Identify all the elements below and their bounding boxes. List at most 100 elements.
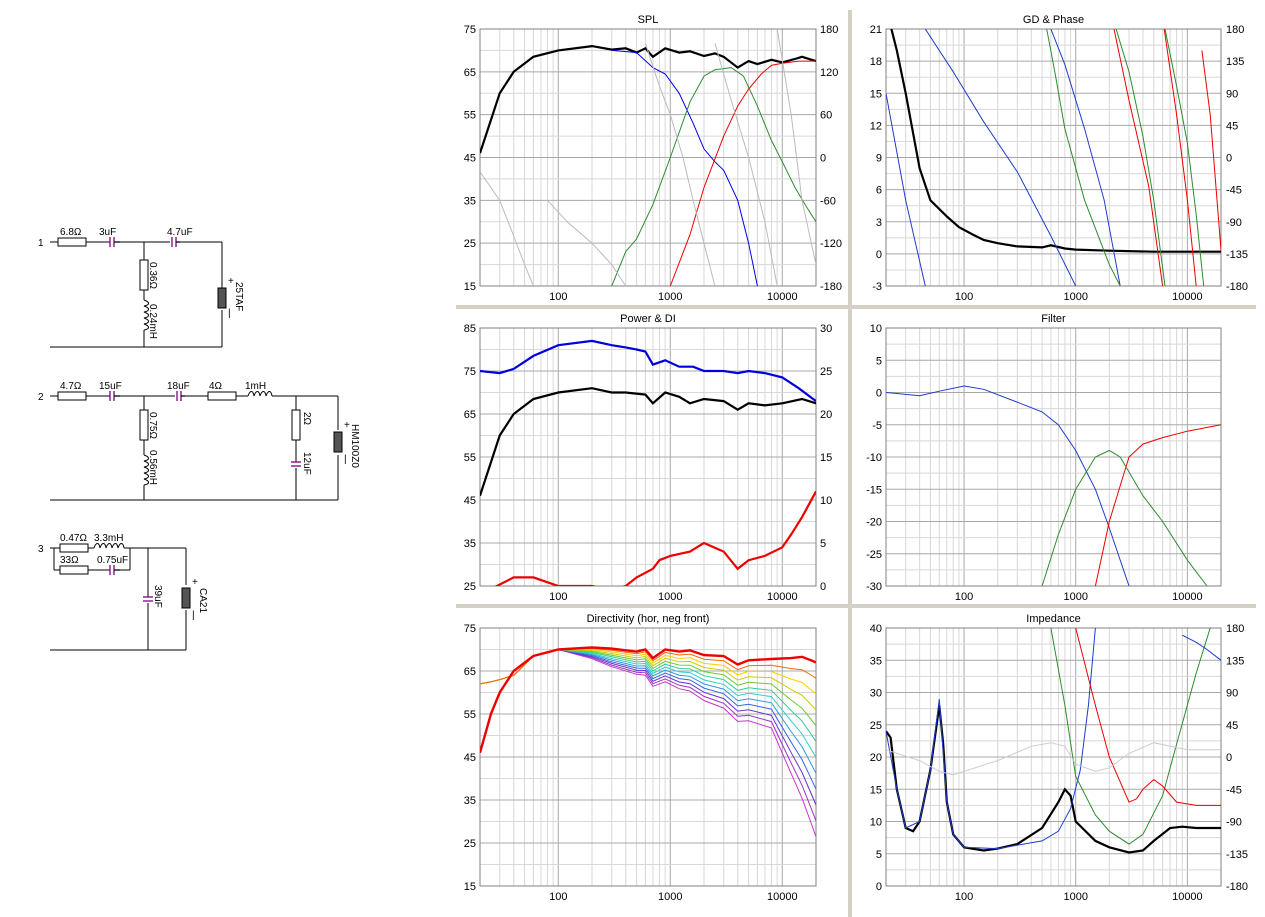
x-tick-label: 10000	[767, 291, 798, 303]
svg-text:+: +	[228, 276, 234, 287]
y-tick-label: 75	[464, 24, 476, 36]
y-tick-label: 75	[464, 623, 476, 635]
y2-tick-label: 0	[820, 581, 826, 593]
y2-tick-label: -135	[1226, 849, 1248, 861]
y-tick-label: 18	[870, 56, 882, 68]
x-tick-label: 1000	[658, 891, 682, 903]
y2-tick-label: -135	[1226, 249, 1248, 261]
r1-label-2: 4.7Ω	[60, 381, 82, 392]
y-tick-label: 15	[870, 88, 882, 100]
series-line	[1050, 29, 1121, 286]
c2-label: 4.7uF	[167, 227, 193, 238]
chart-title: GD & Phase	[1023, 14, 1084, 26]
chart-panel: Power & DI 85 75 65 55 45 35 25 30 25 20 15 10 5 0 100 1…	[464, 313, 833, 603]
y-tick-label: 40	[870, 623, 882, 635]
node-label-2: 2	[38, 392, 44, 403]
y-tick-label: 45	[464, 752, 476, 764]
series-line	[494, 490, 816, 586]
y-tick-label: 65	[464, 67, 476, 79]
x-tick-label: 1000	[658, 291, 682, 303]
chart-title: Power & DI	[620, 313, 676, 325]
svg-text:|: |	[344, 454, 347, 465]
y-tick-label: 45	[464, 495, 476, 507]
y2-tick-label: -120	[820, 238, 842, 250]
y2-tick-label: 135	[1226, 56, 1244, 68]
y-tick-label: 35	[870, 655, 882, 667]
y2-tick-label: 0	[820, 153, 826, 165]
series-line	[886, 93, 926, 286]
series-line	[776, 29, 816, 265]
series-line	[924, 29, 1077, 286]
y2-tick-label: -90	[1226, 217, 1242, 229]
y2-tick-label: 120	[820, 67, 838, 79]
y-tick-label: 20	[870, 752, 882, 764]
x-tick-label: 100	[955, 291, 973, 303]
y-tick-label: 9	[876, 153, 882, 165]
c1-label-3: 0.75uF	[97, 555, 128, 566]
y2-tick-label: -180	[1226, 881, 1248, 893]
series-line	[890, 29, 1221, 253]
y-tick-label: 75	[464, 366, 476, 378]
node-label-1: 1	[38, 238, 44, 249]
y-tick-label: -20	[866, 517, 882, 529]
y2-tick-label: 90	[1226, 688, 1238, 700]
charts-area: SPL75655545352515180120600-60-120-180100…	[456, 10, 1256, 917]
y-tick-label: 15	[464, 281, 476, 293]
svg-text:+: +	[344, 420, 350, 431]
panel-divider	[456, 305, 1256, 309]
y-tick-label: 85	[464, 323, 476, 335]
x-tick-label: 100	[549, 291, 567, 303]
chart-panel: Directivity (hor, neg front) 75 65 55 45 35 25…	[464, 613, 817, 903]
rs-label-2: 0.75Ω	[147, 412, 158, 439]
plot-frame	[479, 327, 817, 587]
x-tick-label: 10000	[1172, 891, 1203, 903]
y-tick-label: 35	[464, 795, 476, 807]
rs-label: 0.36Ω	[147, 262, 158, 289]
x-tick-label: 100	[955, 891, 973, 903]
r1-label: 6.8Ω	[60, 227, 82, 238]
r2-label-3: 33Ω	[60, 555, 79, 566]
y-tick-label: 35	[464, 538, 476, 550]
y2-tick-label: 60	[820, 110, 832, 122]
series-line	[644, 43, 716, 286]
series-line	[611, 49, 758, 286]
chart-title: Filter	[1041, 313, 1066, 325]
y2-tick-label: 135	[1226, 655, 1244, 667]
series-line	[886, 705, 1221, 854]
series-line	[886, 385, 1130, 586]
y-tick-label: -15	[866, 484, 882, 496]
y2-tick-label: 0	[1226, 153, 1232, 165]
y2-tick-label: 180	[1226, 24, 1244, 36]
y2-tick-label: 45	[1226, 720, 1238, 732]
directivity-series-line	[480, 648, 816, 806]
plot-frame	[885, 28, 1222, 287]
y-tick-label: 0	[876, 249, 882, 261]
series-line	[1182, 634, 1221, 661]
y-tick-label: 15	[464, 881, 476, 893]
series-line	[1113, 29, 1164, 286]
ls-label: 0.24mH	[147, 304, 158, 339]
chart-panel: Impedance 40 35 30 25 20 15 10 5 0 180 135 90 45 0 -45 -…	[870, 613, 1248, 903]
y-tick-label: 55	[464, 452, 476, 464]
chart-title: SPL	[638, 14, 659, 26]
driver-label-ca21: CA21	[197, 588, 208, 613]
series-line	[1046, 29, 1121, 286]
inductor-ls	[143, 299, 149, 331]
resistor-r1	[57, 237, 87, 247]
cp-label-3: 39uF	[152, 585, 163, 608]
rp-label-2: 2Ω	[301, 412, 312, 426]
y-tick-label: 6	[876, 185, 882, 197]
y2-tick-label: 0	[1226, 752, 1232, 764]
y-tick-label: 5	[876, 849, 882, 861]
y-tick-label: 55	[464, 709, 476, 721]
c1-label: 3uF	[99, 227, 116, 238]
series-line	[1050, 628, 1211, 845]
series-line	[1115, 29, 1166, 286]
series-line	[1163, 29, 1197, 286]
svg-text:|: |	[192, 610, 195, 621]
y2-tick-label: -45	[1226, 784, 1242, 796]
x-tick-label: 1000	[1063, 891, 1087, 903]
y-tick-label: -10	[866, 452, 882, 464]
y2-tick-label: 30	[820, 323, 832, 335]
y-tick-label: 5	[876, 355, 882, 367]
